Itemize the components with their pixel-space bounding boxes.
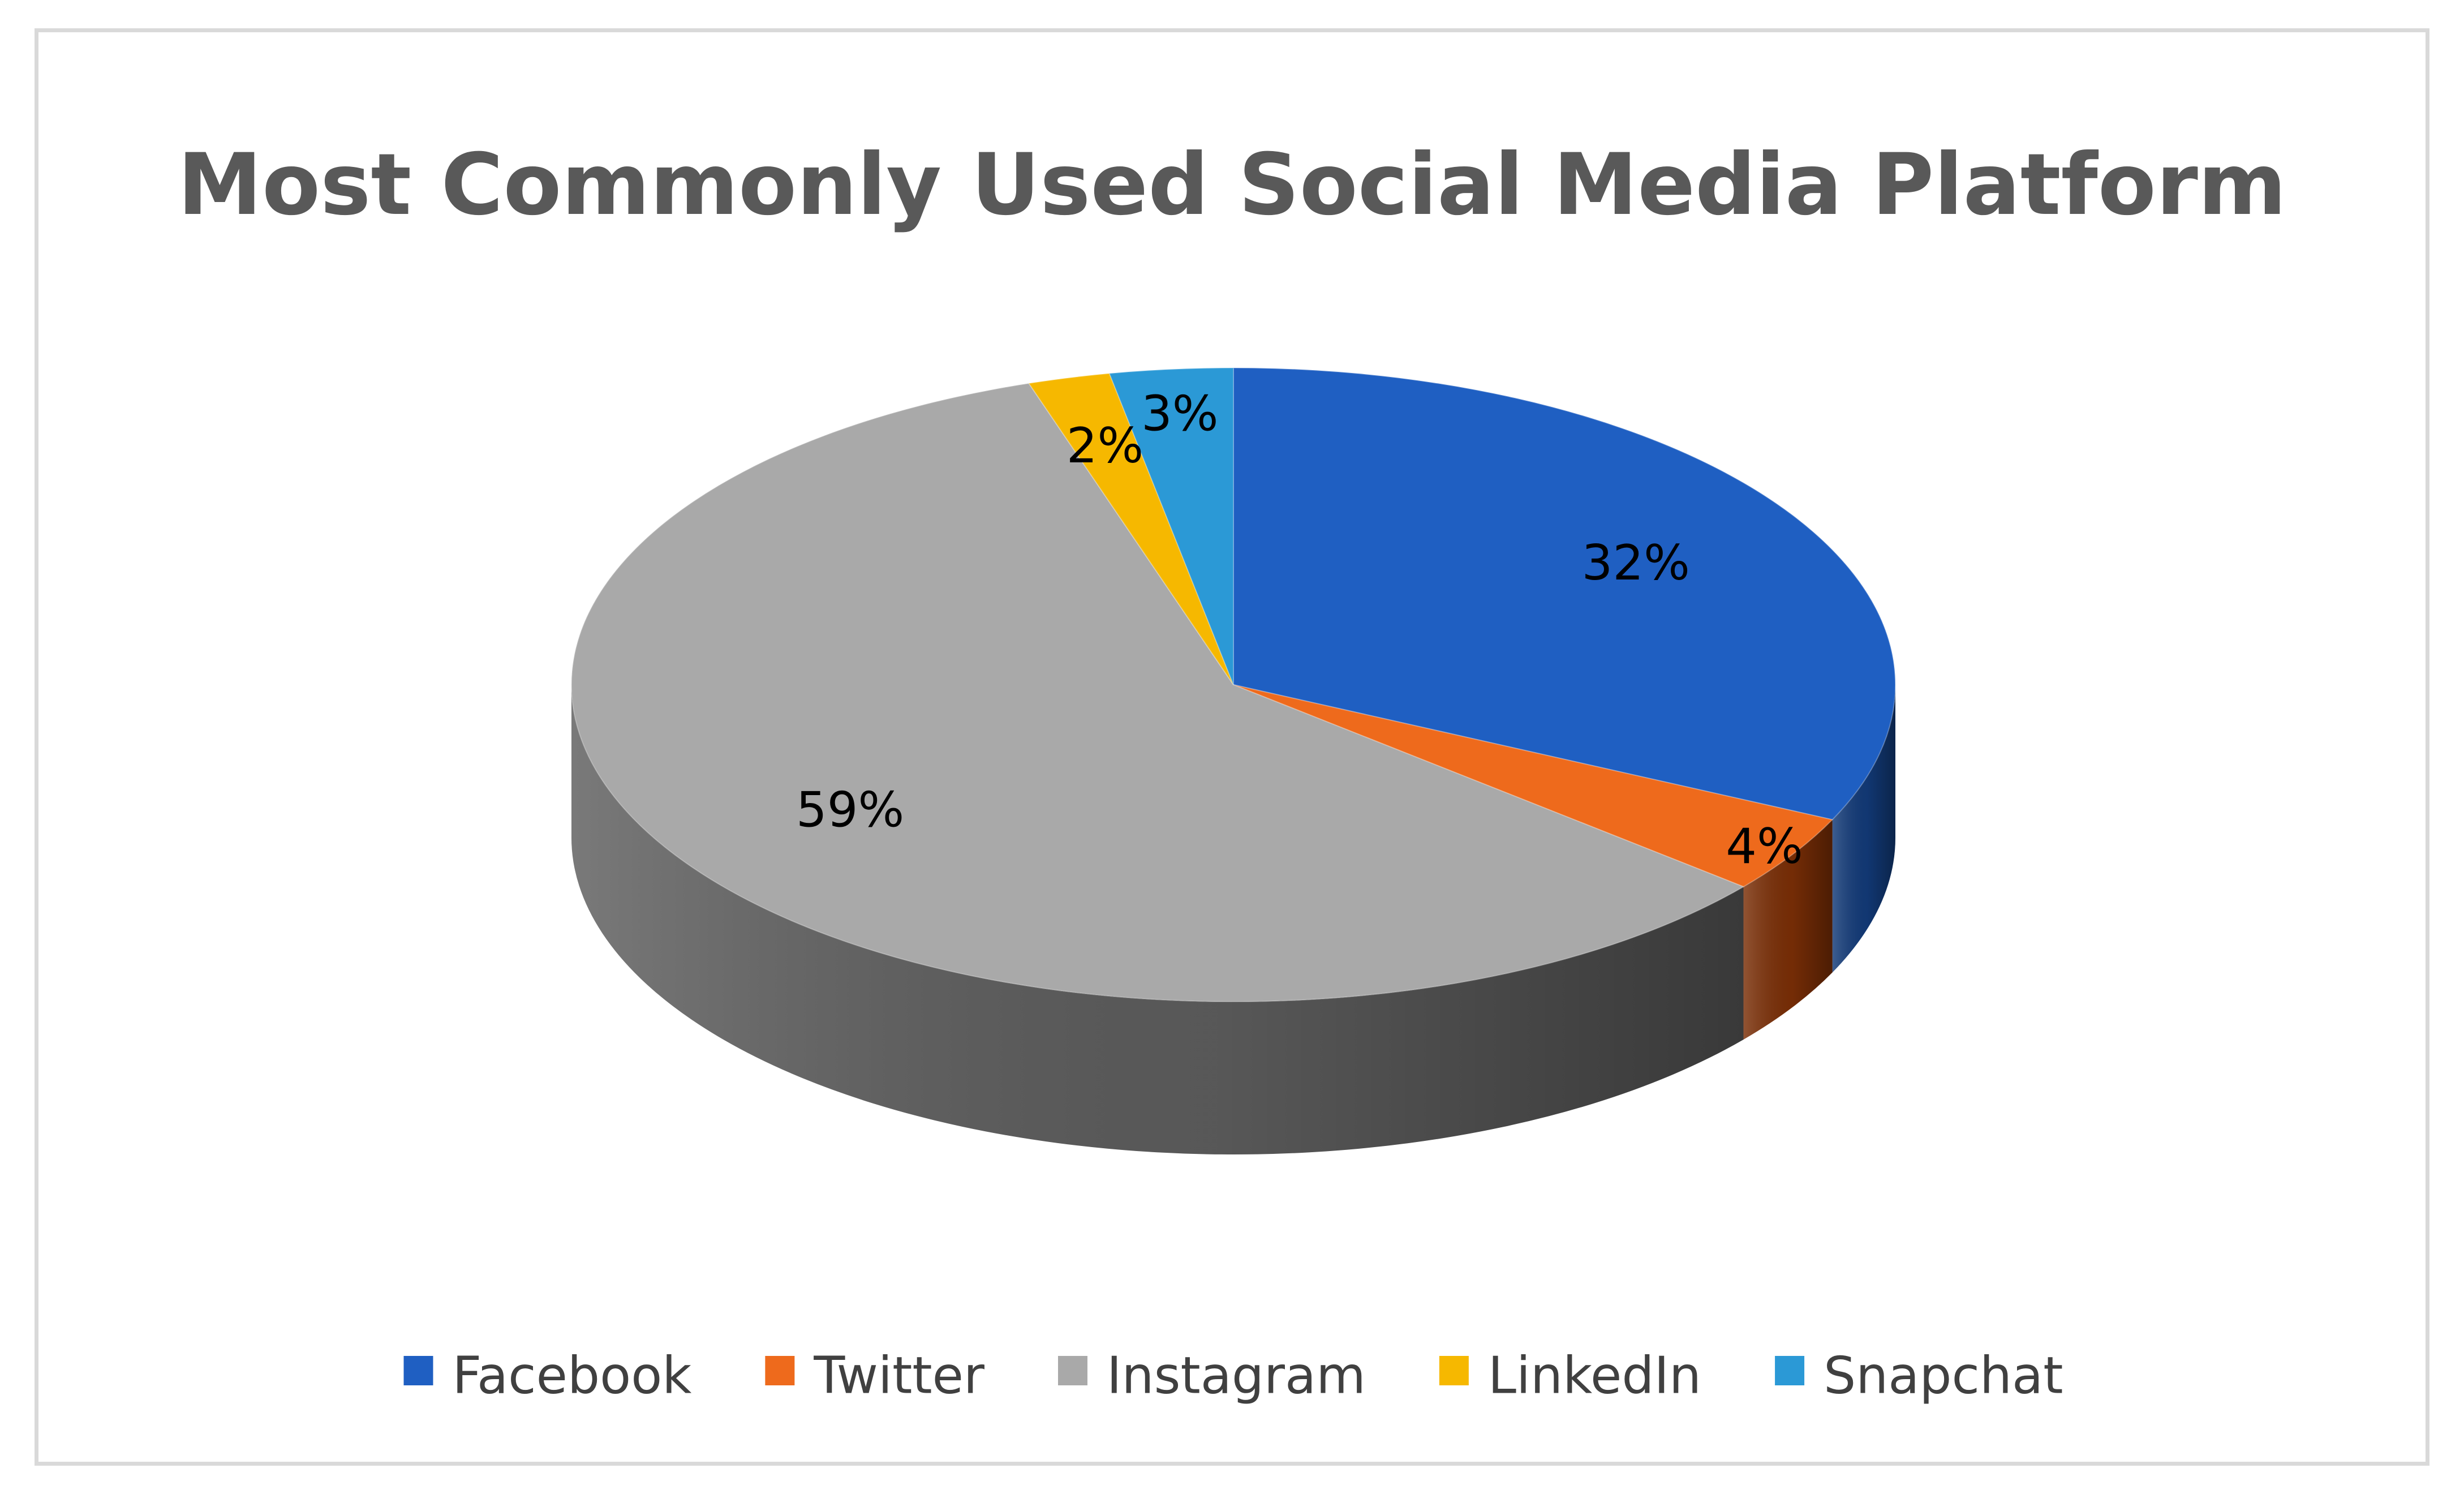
data-label-linkedin: 2% xyxy=(1067,418,1143,474)
legend-swatch-facebook xyxy=(403,1356,433,1385)
legend-swatch-twitter xyxy=(765,1356,795,1385)
data-label-twitter: 4% xyxy=(1726,818,1803,875)
pie-sides xyxy=(571,685,1895,1154)
legend-label-twitter: Twitter xyxy=(813,1346,984,1406)
legend-label-facebook: Facebook xyxy=(452,1346,691,1406)
legend-item-twitter: Twitter xyxy=(765,1346,984,1406)
data-label-instagram: 59% xyxy=(796,782,904,838)
data-label-facebook: 32% xyxy=(1582,535,1690,591)
slice-snapchat xyxy=(1108,367,1234,685)
legend-swatch-snapchat xyxy=(1775,1356,1805,1385)
legend-item-instagram: Instagram xyxy=(1058,1346,1366,1406)
slice-side-shade-twitter xyxy=(1743,819,1833,1040)
chart-frame: Most Commonly Used Social Media Platform xyxy=(35,28,2429,1466)
legend: Facebook Twitter Instagram LinkedIn Snapchat xyxy=(403,1346,2063,1406)
legend-swatch-instagram xyxy=(1058,1356,1088,1385)
legend-label-snapchat: Snapchat xyxy=(1824,1346,2063,1406)
slice-twitter xyxy=(1233,684,1834,888)
legend-label-instagram: Instagram xyxy=(1107,1346,1366,1406)
legend-item-snapchat: Snapchat xyxy=(1775,1346,2063,1406)
slice-linkedin xyxy=(1027,372,1234,685)
legend-swatch-linkedin xyxy=(1439,1356,1469,1385)
pie-labels: 32% 4% 59% 2%3% xyxy=(796,386,1803,875)
slice-instagram xyxy=(571,383,1745,1002)
data-label-snapchat: 3% xyxy=(1141,386,1218,443)
slice-side-shade-facebook xyxy=(1832,685,1895,973)
pie-tops xyxy=(571,367,1896,1002)
legend-item-linkedin: LinkedIn xyxy=(1439,1346,1701,1406)
legend-item-facebook: Facebook xyxy=(403,1346,691,1406)
chart-title: Most Commonly Used Social Media Platform xyxy=(177,136,2287,234)
slice-facebook xyxy=(1233,367,1896,821)
slice-side-shade-instagram xyxy=(571,685,1744,1154)
legend-label-linkedin: LinkedIn xyxy=(1488,1346,1701,1406)
